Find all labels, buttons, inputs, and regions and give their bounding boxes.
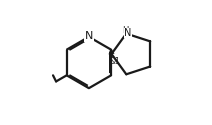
Text: H: H [123,26,129,35]
Text: N: N [124,28,131,38]
Text: N: N [85,31,93,41]
Polygon shape [109,50,114,54]
Text: &1: &1 [109,57,120,66]
